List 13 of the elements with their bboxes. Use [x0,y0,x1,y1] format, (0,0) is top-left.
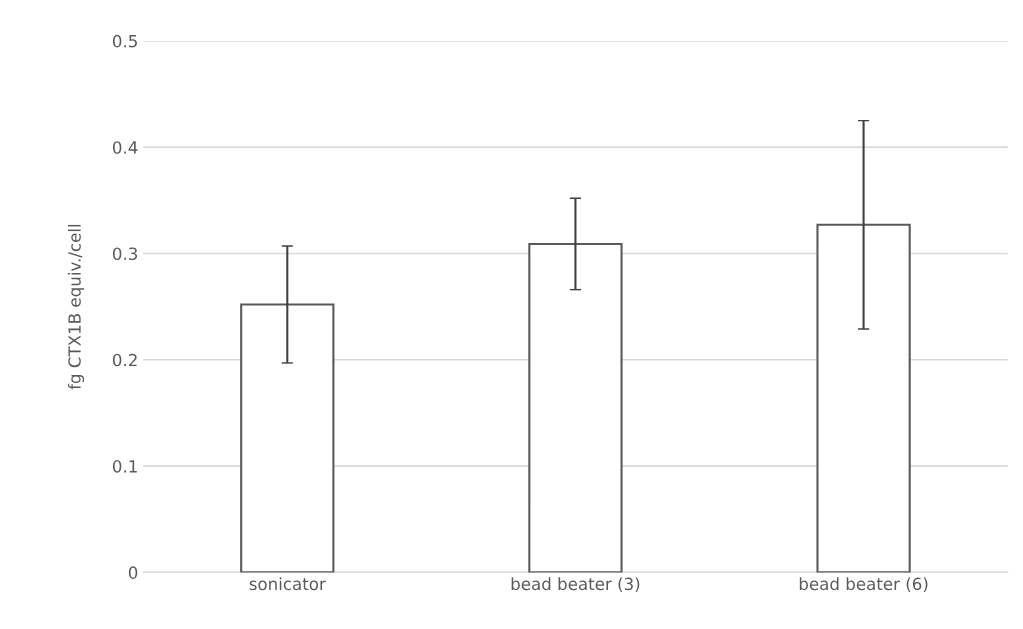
x-tick-label: bead beater (6) [799,577,928,593]
y-tick-label: 0.1 [112,460,137,473]
bar [528,242,623,573]
x-tick-label: sonicator [249,577,326,591]
bar [240,303,335,573]
y-axis-title: fg CTX1B equiv./cell [67,224,85,390]
y-tick-label: 0 [128,566,138,579]
y-tick-label: 0.2 [112,353,137,367]
x-tick-label: bead beater (3) [511,577,640,593]
bar [816,223,911,573]
y-tick-label: 0.4 [112,141,138,154]
y-tick-label: 0.5 [112,34,137,48]
y-tick-label: 0.3 [112,247,138,261]
